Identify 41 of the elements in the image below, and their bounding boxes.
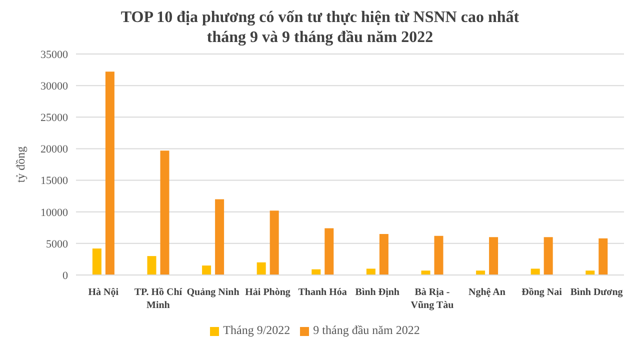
y-tick-label: 15000: [40, 175, 68, 188]
x-tick-label: Bà Rịa - Vũng Tàu: [410, 287, 454, 311]
y-tick-label: 5000: [46, 238, 68, 250]
bar: [202, 266, 212, 275]
bar: [598, 238, 608, 275]
x-tick-label: Hà Nội: [88, 287, 119, 298]
bar: [530, 268, 540, 275]
y-tick-label: 10000: [40, 206, 68, 219]
x-tick-label: TP. Hồ Chí Minh: [134, 287, 182, 311]
bar: [476, 270, 486, 275]
bar: [434, 236, 444, 275]
x-tick-label: Bình Định: [355, 287, 400, 298]
bar: [215, 199, 224, 275]
bar: [586, 270, 595, 275]
bar: [256, 262, 266, 275]
legend-label: Tháng 9/2022: [223, 323, 290, 337]
y-tick-label: 30000: [40, 80, 68, 92]
x-tick-label: Thanh Hóa: [298, 287, 347, 298]
bar: [324, 228, 334, 275]
y-tick-label: 0: [62, 270, 68, 282]
y-tick-label: 35000: [40, 48, 68, 61]
bar: [147, 256, 156, 275]
x-tick-label: Hải Phòng: [245, 287, 290, 298]
y-axis-title: tỷ đồng: [13, 146, 28, 183]
bar: [489, 237, 498, 275]
bar: [421, 270, 430, 275]
bar: [160, 150, 170, 275]
x-tick-label: Bình Dương: [570, 287, 623, 298]
x-tick-label: Quảng Ninh: [186, 287, 240, 298]
bar: [379, 234, 388, 275]
chart-title: TOP 10 địa phương có vốn tư thực hiện từ NSNN cao nhất tháng 9 và 9 tháng đầu năm 2022: [120, 8, 520, 48]
x-tick-label: Đồng Nai: [522, 287, 562, 298]
bar: [366, 268, 376, 275]
bar: [92, 248, 102, 275]
bar: [544, 237, 553, 275]
y-tick-label: 20000: [40, 144, 68, 156]
y-tick-label: 25000: [40, 112, 68, 124]
bar: [270, 210, 279, 275]
legend-label: 9 tháng đầu năm 2022: [313, 323, 420, 337]
bar: [105, 72, 114, 275]
x-tick-label: Nghệ An: [468, 287, 506, 298]
